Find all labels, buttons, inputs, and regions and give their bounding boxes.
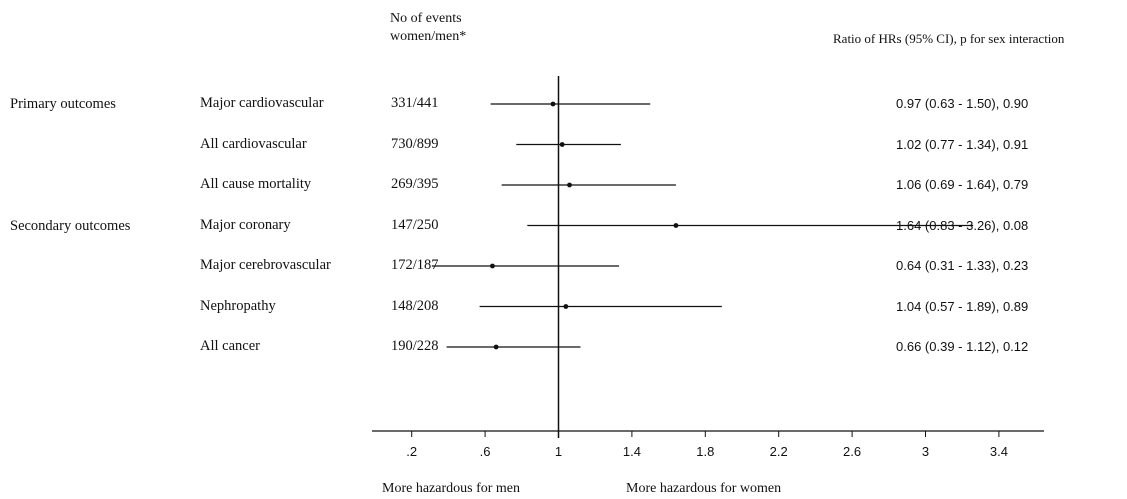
outcome-label: All cancer	[200, 338, 260, 354]
ratio-label: 1.04 (0.57 - 1.89), 0.89	[896, 298, 1029, 314]
events-value: 190/228	[391, 338, 439, 354]
ratio-label: 0.64 (0.31 - 1.33), 0.23	[896, 258, 1029, 273]
x-tick-label: .6	[480, 444, 491, 459]
ratio-label: 1.06 (0.69 - 1.64), 0.79	[896, 177, 1029, 192]
ratio-label: 0.97 (0.63 - 1.50), 0.90	[896, 96, 1029, 111]
group-label-primary: Primary outcomes	[10, 96, 116, 112]
events-header: No of events women/men*	[390, 10, 466, 46]
events-value: 147/250	[391, 216, 439, 233]
ratio-label: 1.02 (0.77 - 1.34), 0.91	[896, 136, 1029, 152]
events-header-line1: No of events	[390, 11, 462, 26]
x-tick-label: 3	[922, 444, 929, 459]
point-estimate	[563, 304, 569, 309]
point-estimate	[673, 223, 679, 228]
events-value: 730/899	[391, 135, 439, 152]
events-value: 148/208	[391, 297, 439, 314]
x-tick-label: 2.2	[770, 444, 788, 459]
x-tick-label: 1.8	[696, 444, 714, 459]
point-estimate	[550, 101, 556, 107]
outcome-label: Nephropathy	[200, 297, 276, 314]
group-label-secondary: Secondary outcomes	[10, 218, 131, 234]
outcome-label: Major cerebrovascular	[200, 257, 331, 273]
annotation-men: More hazardous for men	[382, 481, 521, 496]
point-estimate	[493, 344, 499, 350]
x-tick-label: 2.6	[843, 444, 861, 459]
x-tick-label: 1.4	[623, 444, 641, 459]
point-estimate	[567, 182, 572, 188]
outcome-label: Major coronary	[200, 216, 291, 233]
ratio-label: 0.66 (0.39 - 1.12), 0.12	[896, 339, 1029, 354]
point-estimate	[490, 263, 495, 269]
events-value: 172/187	[391, 257, 439, 273]
x-tick-label: 3.4	[990, 444, 1008, 459]
point-estimate	[559, 142, 565, 147]
x-tick-label: .2	[406, 444, 417, 459]
events-value: 331/441	[391, 95, 439, 111]
outcome-label: Major cardiovascular	[200, 95, 324, 111]
events-header-line2: women/men*	[390, 29, 467, 44]
outcome-label: All cause mortality	[200, 176, 312, 192]
events-value: 269/395	[391, 176, 439, 192]
x-tick-label: 1	[555, 444, 562, 459]
outcome-label: All cardiovascular	[200, 135, 307, 152]
annotation-women: More hazardous for women	[626, 481, 782, 496]
ratio-header: Ratio of HRs (95% CI), p for sex interac…	[833, 31, 1065, 46]
